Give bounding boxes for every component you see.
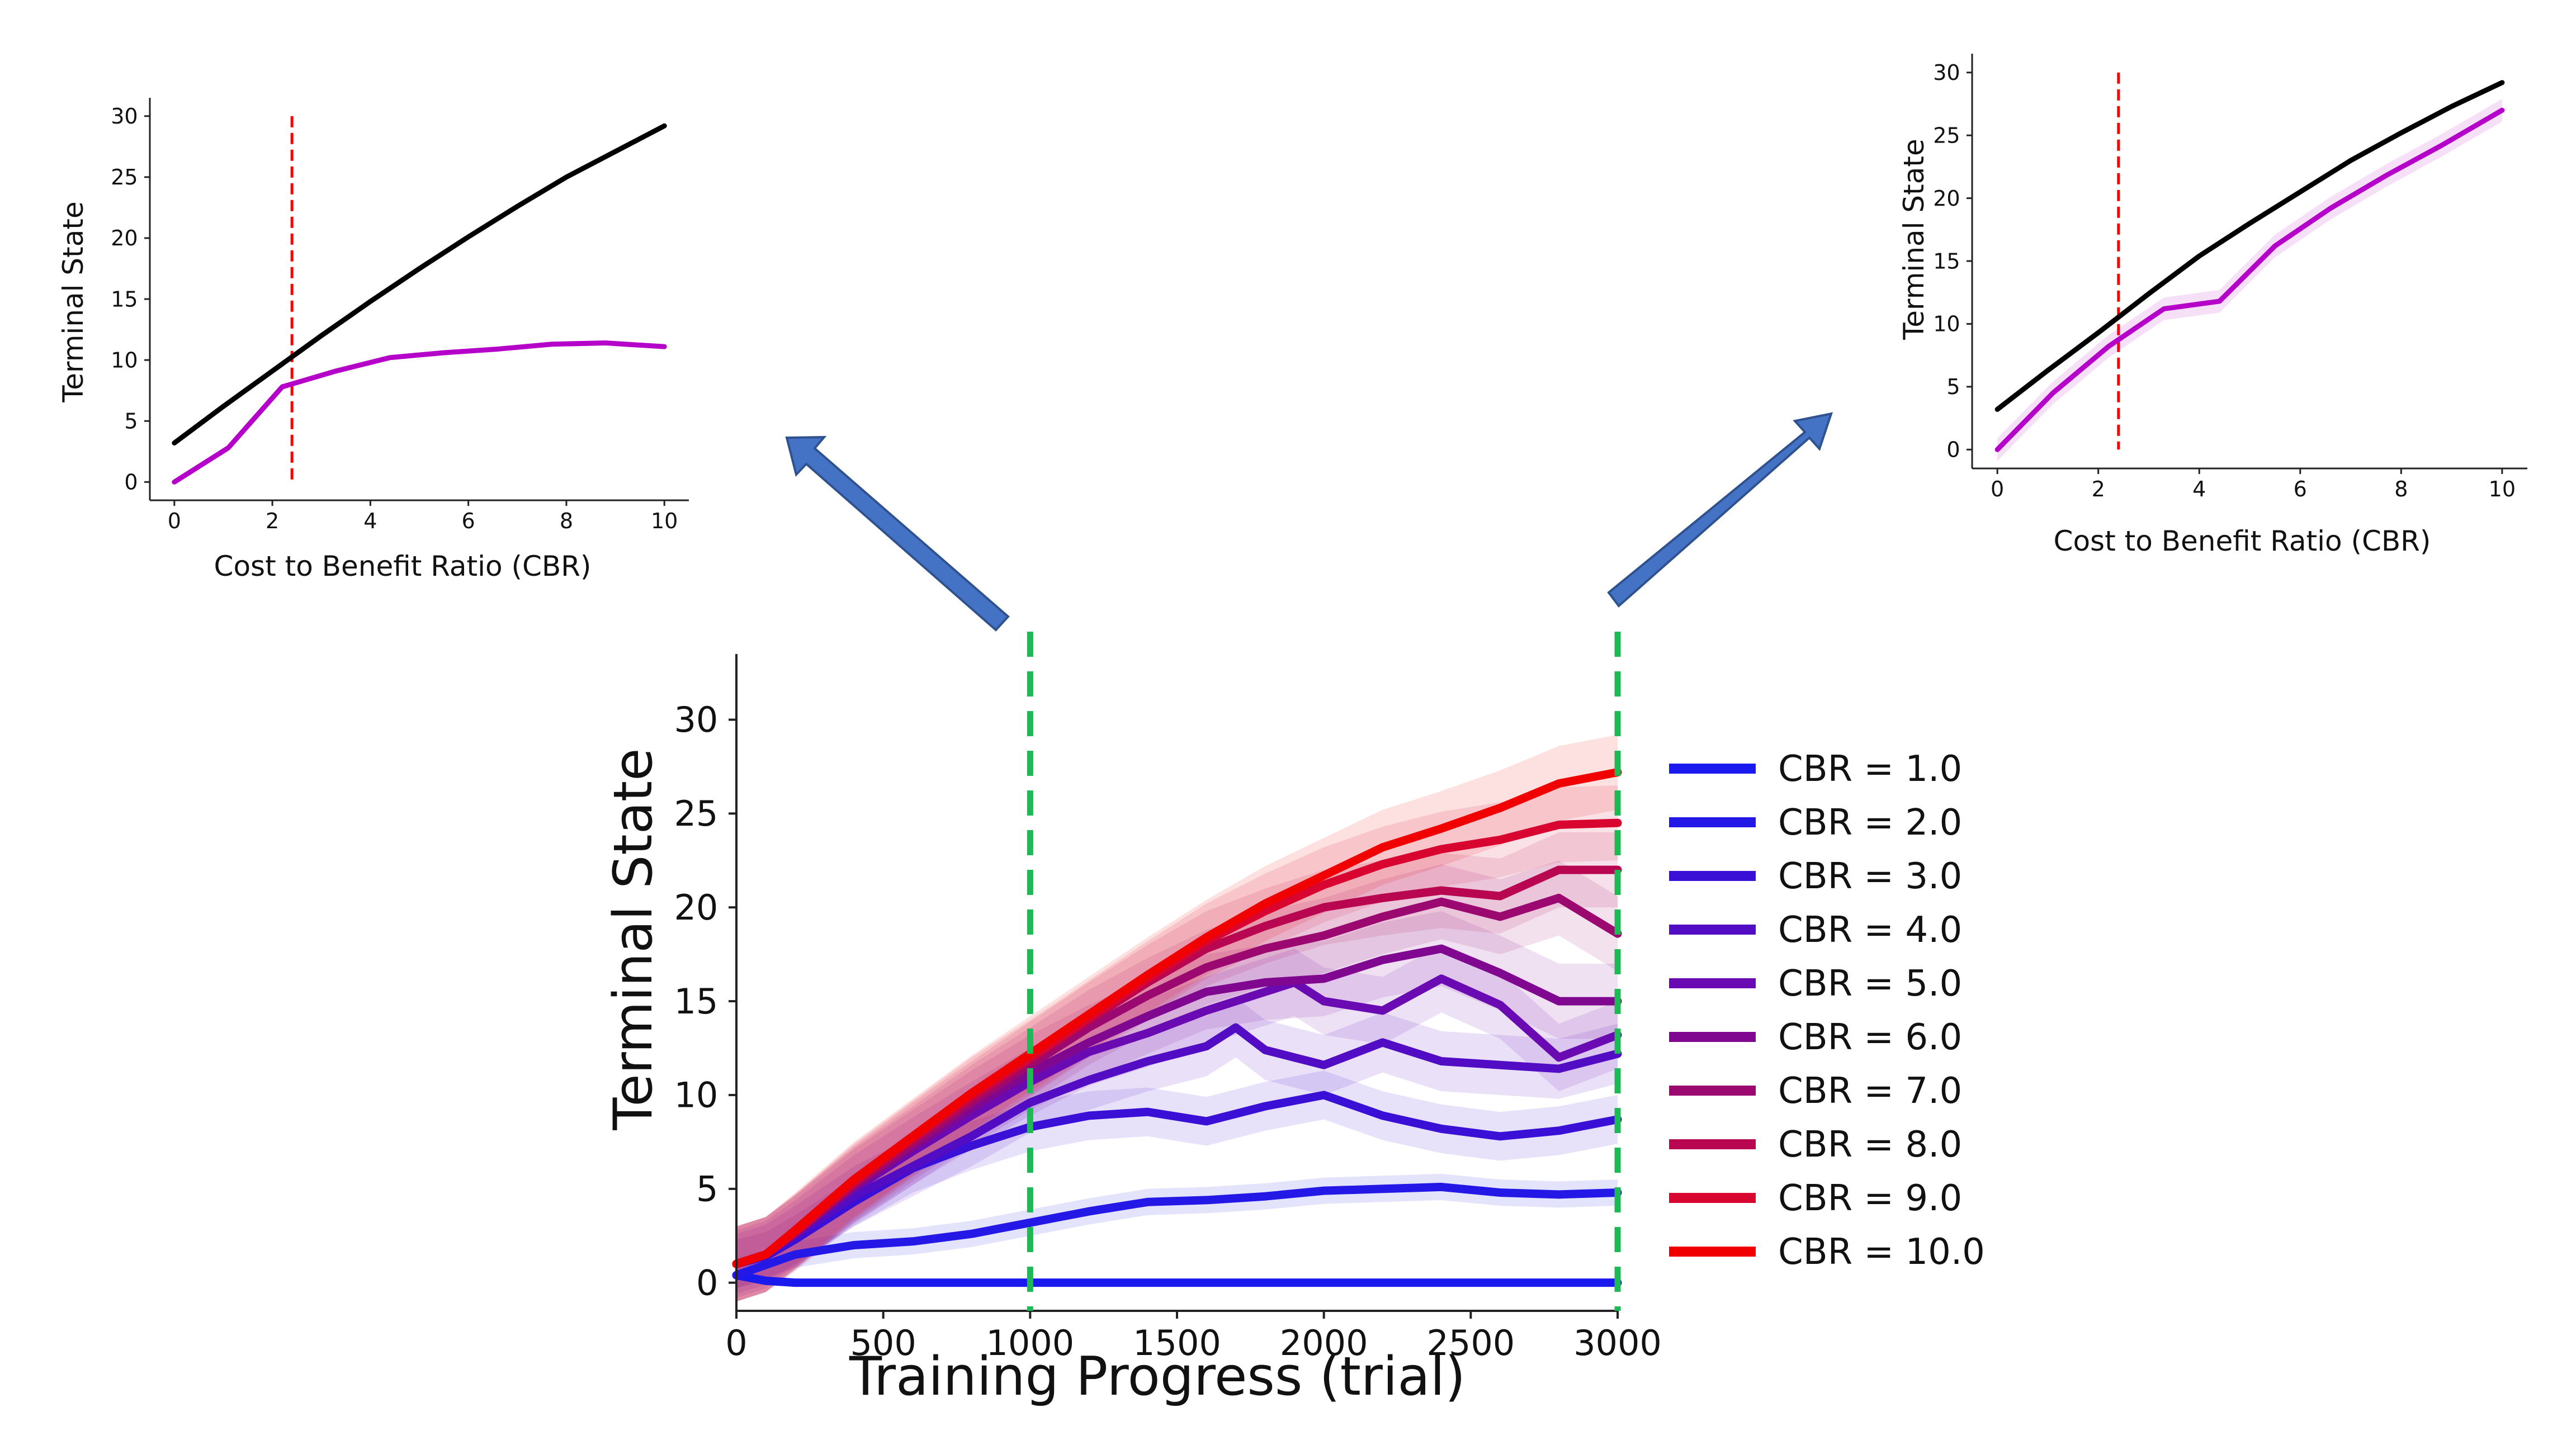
inset_right-x-tick-label: 4 bbox=[2192, 477, 2206, 501]
series-line-cbr-2 bbox=[732, 1182, 1622, 1280]
main-y-tick-label: 5 bbox=[696, 1168, 718, 1209]
legend-label-cbr-3: CBR = 3.0 bbox=[1778, 856, 1962, 897]
legend-label-cbr-9: CBR = 9.0 bbox=[1778, 1178, 1962, 1219]
main-legend: CBR = 1.0 CBR = 2.0 CBR = 3.0 CBR = 4.0 CBR … bbox=[1669, 748, 1985, 1273]
inset_left-y-tick-label: 10 bbox=[111, 348, 138, 372]
inset_left-x-tick-label: 8 bbox=[560, 509, 573, 533]
inset_left-y-tick-label: 15 bbox=[111, 287, 138, 311]
arrow-to-left-inset bbox=[785, 435, 1010, 632]
series-line-cbr-10 bbox=[732, 768, 1622, 1268]
main-x-tick-label: 3000 bbox=[1573, 1323, 1662, 1363]
inset_right-y-tick-label: 30 bbox=[1933, 60, 1960, 85]
inset_left-x-tick-label: 6 bbox=[462, 509, 475, 533]
arrow-to-right-inset bbox=[1607, 412, 1833, 608]
inset_right-y-tick-label: 0 bbox=[1946, 438, 1960, 462]
main-y-tick-label: 0 bbox=[696, 1262, 718, 1303]
main-y-axis-label: Terminal State bbox=[603, 748, 664, 1130]
inset_right-x-tick-label: 0 bbox=[1991, 477, 2004, 501]
inset-chart-right: 0 2 4 6 8 10 0 5 10 15 20 25 30 Cost to Benefit Rati… bbox=[1898, 54, 2527, 557]
main-x-tick-label: 1500 bbox=[1133, 1323, 1221, 1363]
legend-label-cbr-5: CBR = 5.0 bbox=[1778, 963, 1962, 1005]
inset_right-magenta-line bbox=[1994, 107, 2505, 452]
legend-label-cbr-10: CBR = 10.0 bbox=[1778, 1231, 1985, 1273]
main-x-tick-label: 2000 bbox=[1280, 1323, 1368, 1363]
inset_left-x-tick-label: 10 bbox=[651, 509, 678, 533]
inset-left-lines bbox=[172, 116, 667, 485]
band-cbr-6 bbox=[736, 911, 1618, 1302]
inset_left-y-tick-label: 25 bbox=[111, 165, 138, 189]
legend-label-cbr-8: CBR = 8.0 bbox=[1778, 1124, 1962, 1166]
inset_left-magenta-line bbox=[172, 340, 667, 485]
inset_right-magenta-band bbox=[1997, 98, 2502, 461]
band-cbr-9 bbox=[736, 785, 1618, 1302]
band-cbr-5 bbox=[736, 945, 1618, 1298]
main-axes: 0 500 1000 1500 2000 2500 3000 0 5 10 15 20 25 30 bbox=[674, 654, 1662, 1363]
main-series-lines bbox=[732, 768, 1622, 1287]
inset-left-y-axis-label: Terminal State bbox=[57, 201, 89, 403]
legend-label-cbr-7: CBR = 7.0 bbox=[1778, 1070, 1962, 1112]
main-x-tick-label: 2500 bbox=[1426, 1323, 1515, 1363]
band-cbr-10 bbox=[736, 735, 1618, 1302]
legend-label-cbr-1: CBR = 1.0 bbox=[1778, 748, 1962, 790]
inset_left-y-tick-label: 5 bbox=[124, 409, 138, 433]
main-x-axis-label: Training Progress (trial) bbox=[849, 1346, 1466, 1408]
inset_right-x-tick-label: 2 bbox=[2092, 477, 2105, 501]
inset_left-x-tick-label: 4 bbox=[363, 509, 377, 533]
legend-label-cbr-4: CBR = 4.0 bbox=[1778, 909, 1962, 951]
inset-right-axes: 0 2 4 6 8 10 0 5 10 15 20 25 30 bbox=[1933, 54, 2527, 501]
main-chart: 0 500 1000 1500 2000 2500 3000 0 5 10 15 20 25 30 Tra… bbox=[603, 632, 1985, 1408]
inset-right-lines bbox=[1994, 72, 2505, 461]
inset_right-y-tick-label: 25 bbox=[1933, 123, 1960, 148]
main-x-tick-label: 500 bbox=[850, 1323, 916, 1363]
band-cbr-2 bbox=[736, 1173, 1618, 1288]
main-y-tick-label: 30 bbox=[674, 699, 718, 740]
band-cbr-4 bbox=[736, 997, 1618, 1294]
inset-left-x-axis-label: Cost to Benefit Ratio (CBR) bbox=[214, 550, 592, 582]
inset-right-x-axis-label: Cost to Benefit Ratio (CBR) bbox=[2054, 525, 2431, 557]
main-trial-markers bbox=[1027, 632, 1621, 1311]
legend-label-cbr-6: CBR = 6.0 bbox=[1778, 1017, 1962, 1058]
main-x-tick-label: 1000 bbox=[986, 1323, 1074, 1363]
inset_left-x-tick-label: 0 bbox=[168, 509, 181, 533]
inset_right-x-tick-label: 10 bbox=[2489, 477, 2516, 501]
inset_left-y-tick-label: 20 bbox=[111, 226, 138, 250]
series-line-cbr-1 bbox=[732, 1271, 1622, 1287]
series-line-cbr-4 bbox=[732, 1023, 1622, 1268]
inset_right-x-tick-label: 6 bbox=[2294, 477, 2307, 501]
inset-right-y-axis-label: Terminal State bbox=[1898, 139, 1930, 340]
band-cbr-3 bbox=[736, 1070, 1618, 1288]
main-y-tick-label: 25 bbox=[674, 793, 718, 834]
inset_right-y-tick-label: 10 bbox=[1933, 312, 1960, 337]
main-y-tick-label: 20 bbox=[674, 887, 718, 928]
inset_left-x-tick-label: 2 bbox=[266, 509, 279, 533]
main-y-tick-label: 15 bbox=[674, 981, 718, 1022]
inset_right-black-line bbox=[1994, 80, 2505, 412]
legend-label-cbr-2: CBR = 2.0 bbox=[1778, 802, 1962, 844]
inset_left-y-tick-label: 30 bbox=[111, 104, 138, 129]
inset_right-y-tick-label: 5 bbox=[1946, 375, 1960, 399]
inset_left-y-tick-label: 0 bbox=[124, 470, 138, 495]
inset_right-y-tick-label: 15 bbox=[1933, 249, 1960, 273]
inset_left-black-line bbox=[172, 123, 667, 446]
inset-chart-left: 0 2 4 6 8 10 0 5 10 15 20 25 30 Cost to Benefit Rati… bbox=[57, 98, 689, 582]
inset_right-y-tick-label: 20 bbox=[1933, 186, 1960, 211]
main-y-tick-label: 10 bbox=[674, 1075, 718, 1116]
main-x-tick-label: 0 bbox=[725, 1323, 747, 1363]
inset_right-x-tick-label: 8 bbox=[2394, 477, 2408, 501]
inset-left-axes: 0 2 4 6 8 10 0 5 10 15 20 25 30 bbox=[111, 98, 689, 533]
